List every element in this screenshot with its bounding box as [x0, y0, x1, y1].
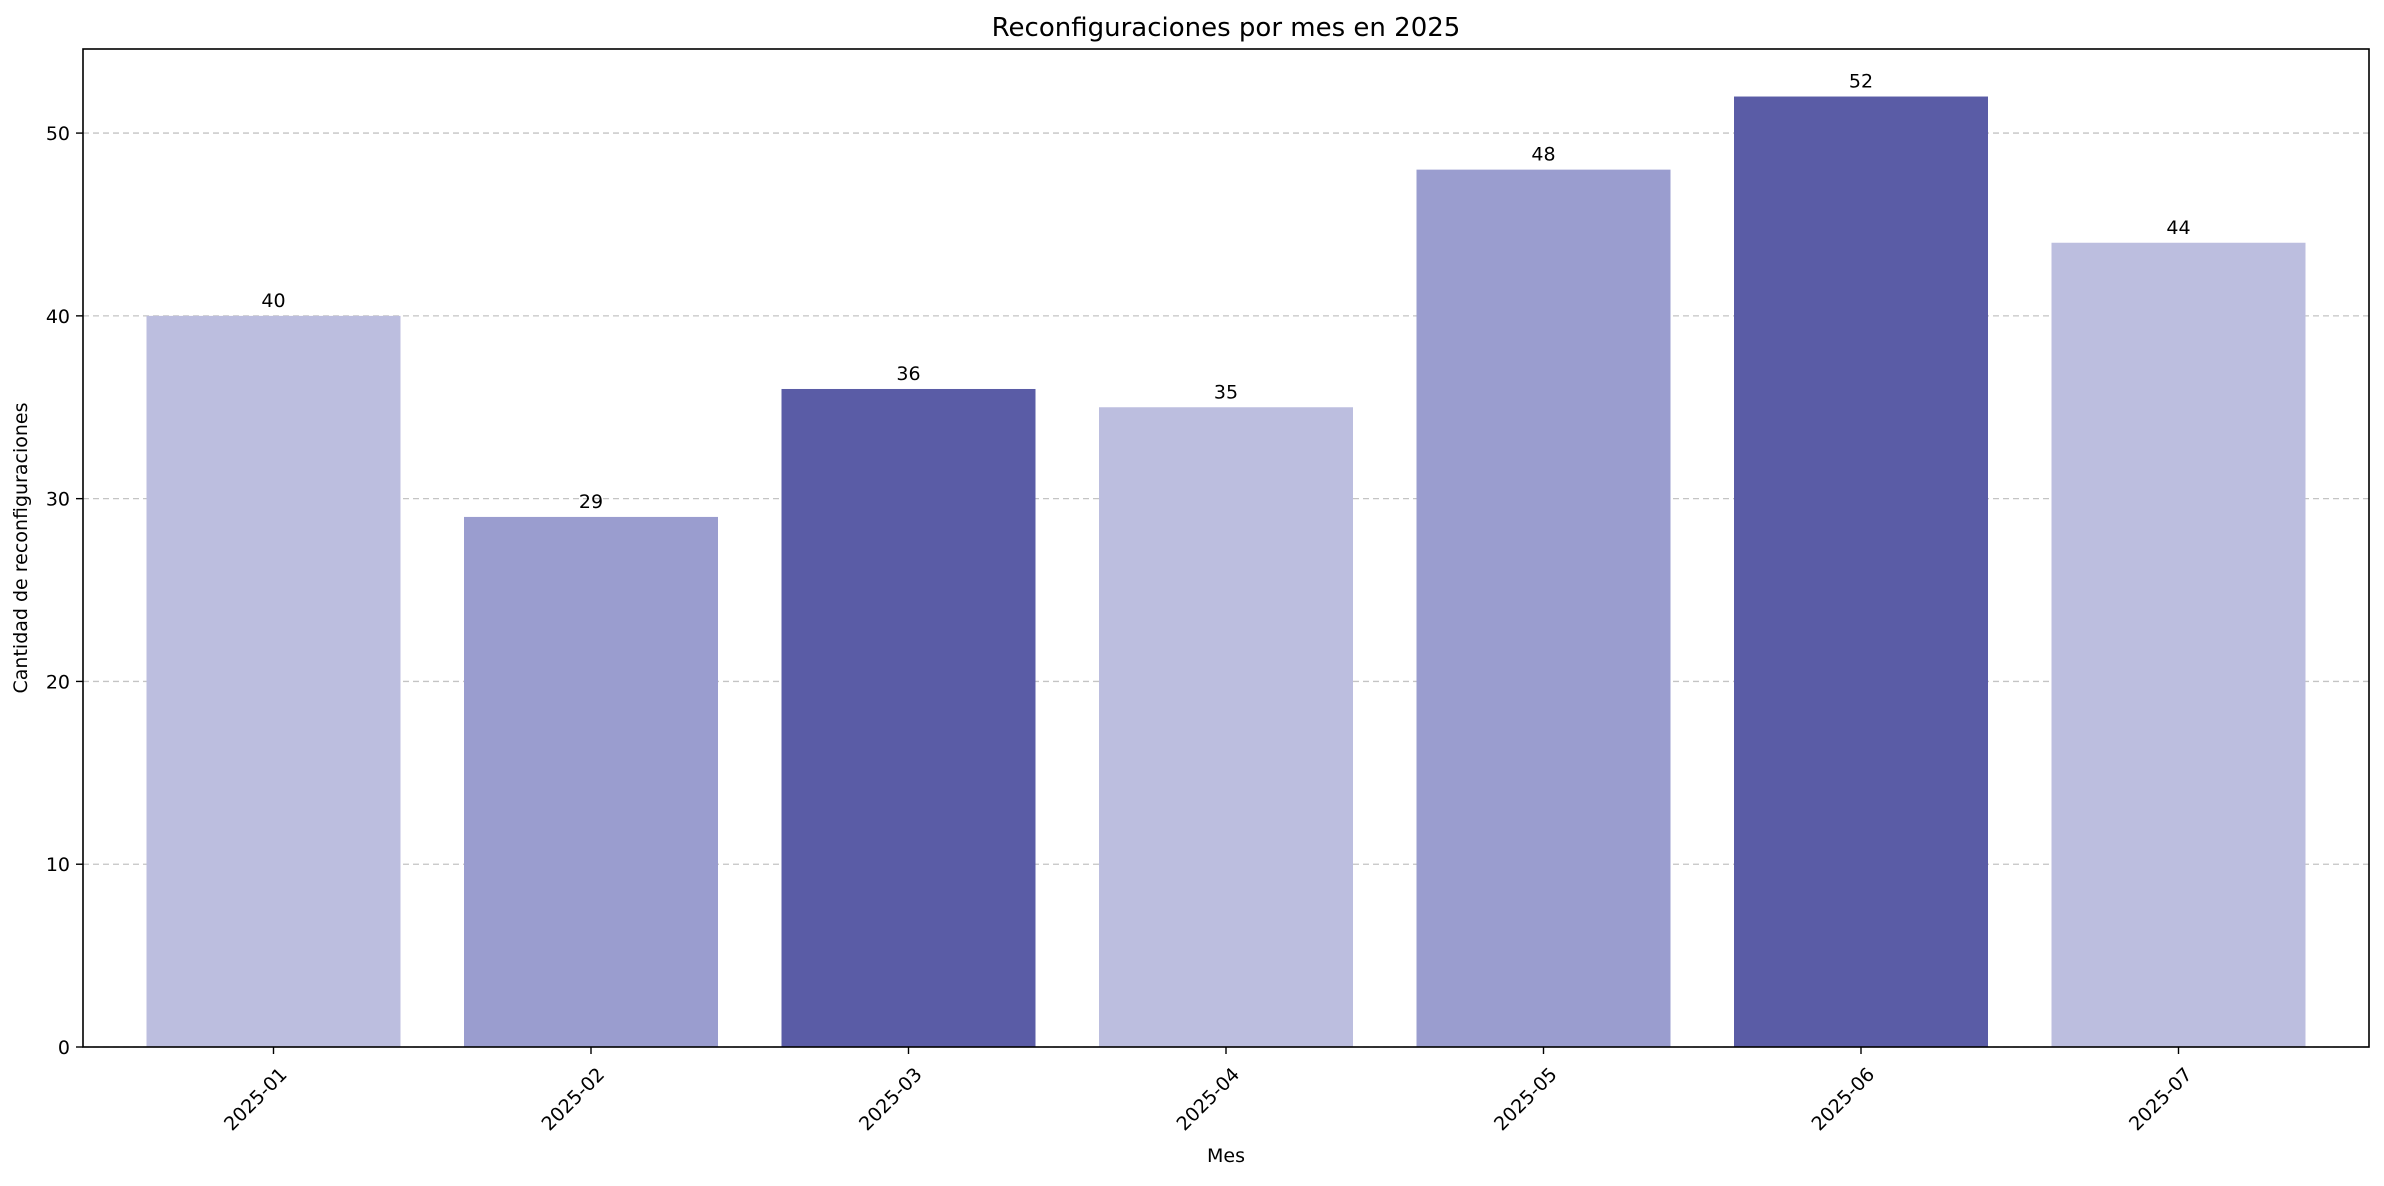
data-label-2025-06: 52 [1849, 71, 1873, 93]
data-label-2025-07: 44 [2166, 217, 2190, 239]
bar-2025-06 [1734, 96, 1988, 1048]
x-tick-label: 2025-06 [1807, 1064, 1879, 1136]
x-axis-ticks: 2025-01 2025-02 2025-03 2025-04 2025-05 2025-… [220, 1047, 2197, 1135]
y-tick-label: 0 [58, 1037, 70, 1059]
x-tick-label: 2025-02 [537, 1064, 609, 1136]
data-label-2025-03: 36 [896, 363, 920, 385]
x-tick-label: 2025-03 [855, 1064, 927, 1136]
bar-2025-01 [146, 315, 401, 1047]
y-tick-label: 20 [46, 671, 70, 693]
bar-2025-04 [1099, 407, 1353, 1047]
bar-2025-02 [464, 516, 718, 1047]
y-tick-label: 30 [46, 489, 70, 511]
y-axis-label: Cantidad de reconfiguraciones [10, 403, 32, 694]
bar-2025-03 [781, 388, 1036, 1047]
y-axis-ticks: 0 10 20 30 40 50 [46, 123, 83, 1059]
data-label-2025-05: 48 [1531, 144, 1555, 166]
x-axis-label: Mes [1207, 1145, 1245, 1167]
bar-2025-05 [1416, 169, 1671, 1048]
x-tick-label: 2025-07 [2125, 1064, 2197, 1136]
data-label-2025-04: 35 [1214, 381, 1238, 403]
x-tick-label: 2025-01 [220, 1064, 292, 1136]
bars [146, 96, 2306, 1048]
data-label-2025-01: 40 [261, 290, 285, 312]
data-labels: 40 29 36 35 48 52 44 [261, 71, 2190, 513]
x-tick-label: 2025-04 [1172, 1064, 1244, 1136]
y-tick-label: 10 [46, 854, 70, 876]
y-tick-label: 50 [46, 123, 70, 145]
x-tick-label: 2025-05 [1490, 1064, 1562, 1136]
bar-2025-07 [2051, 242, 2306, 1047]
y-tick-label: 40 [46, 306, 70, 328]
chart-title: Reconfiguraciones por mes en 2025 [992, 13, 1461, 43]
data-label-2025-02: 29 [579, 491, 603, 513]
